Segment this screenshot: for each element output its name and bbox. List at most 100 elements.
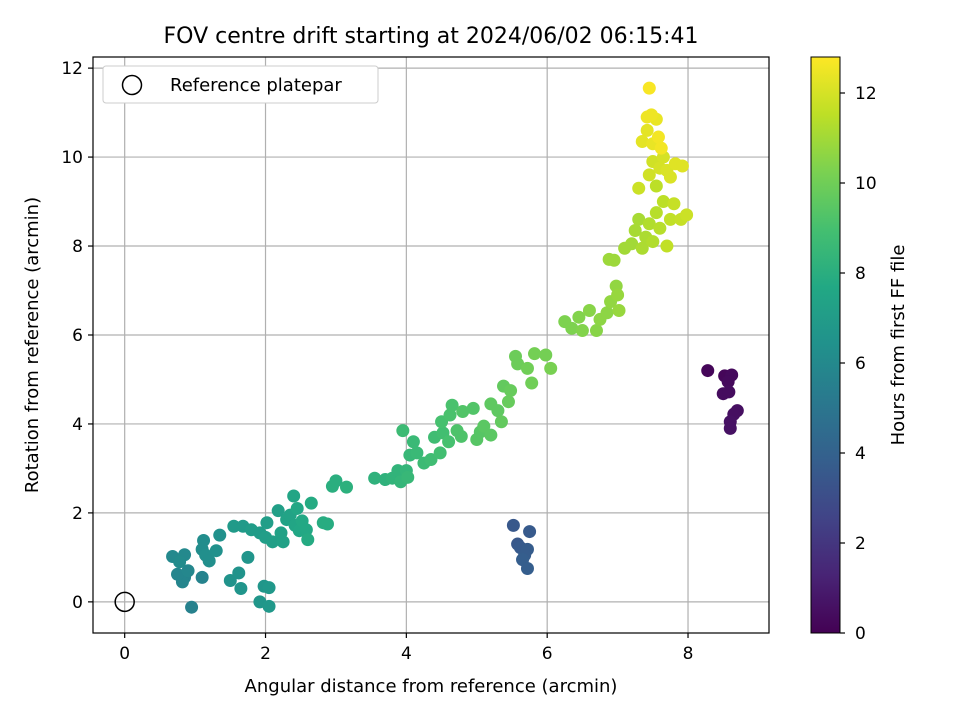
data-point [625,237,639,251]
data-point [456,404,470,418]
data-point [575,324,589,338]
data-point [368,471,382,485]
data-point [600,306,614,320]
data-point [649,179,663,193]
colorbar-tick-label: 0 [855,624,866,644]
y-tick-label: 0 [72,593,83,613]
data-point [511,357,525,371]
x-axis-label: Angular distance from reference (arcmin) [245,676,618,697]
y-tick-label: 2 [72,504,83,524]
data-point [611,288,625,302]
data-point [632,212,646,226]
data-point [653,221,667,235]
data-point [410,446,424,460]
data-point [299,523,313,537]
y-axis-label: Rotation from reference (arcmin) [22,197,43,493]
data-point [656,195,670,209]
data-point [589,324,603,338]
data-point [301,533,315,547]
x-tick-label: 4 [401,644,412,664]
data-point [262,581,276,595]
data-point [185,600,199,614]
data-point [424,453,438,467]
reference-platepar-marker [114,591,135,613]
data-point [635,135,649,149]
data-point [271,504,285,518]
y-tick-label: 6 [72,326,83,346]
x-axis-ticks: 0 2 4 6 8 [119,633,693,664]
data-point [340,480,353,494]
colorbar-ticks: 0 2 4 6 8 10 12 [840,84,877,644]
data-point [525,376,539,390]
data-point [642,217,656,231]
colorbar-tick-label: 6 [855,354,866,374]
data-point [520,562,534,576]
data-point [644,108,658,122]
data-point [173,555,187,569]
data-point [649,206,663,220]
data-point [276,535,290,549]
data-point [213,528,227,542]
chart-title: FOV centre drift starting at 2024/06/02 … [164,24,699,49]
y-tick-label: 4 [72,415,83,435]
colorbar-tick-label: 12 [855,84,877,104]
data-point [290,501,304,515]
legend-entry-reference: Reference platepar [170,75,342,96]
data-point [651,130,665,144]
data-point [260,516,274,530]
data-point [632,181,646,195]
data-point [723,421,737,435]
data-point [675,159,689,173]
colorbar-label: Hours from first FF file [888,245,909,446]
data-point [320,517,334,531]
data-point [433,446,447,460]
data-point [232,566,246,580]
data-point [329,474,343,488]
data-point [484,428,498,442]
data-point [504,384,518,398]
colorbar-tick-label: 8 [855,264,866,284]
data-point [628,223,642,237]
data-point [667,197,681,211]
data-point [640,123,654,137]
x-tick-label: 8 [683,644,694,664]
data-point [494,415,508,429]
data-point [442,435,456,449]
data-point [181,564,195,578]
colorbar-tick-label: 2 [855,534,866,554]
data-point [582,304,596,318]
legend-box [102,65,379,104]
data-point [721,375,735,389]
data-point [477,419,491,433]
data-point [642,81,656,95]
colorbar-gradient [810,56,841,634]
data-point [520,361,534,375]
data-point [396,424,410,438]
data-point [572,310,586,324]
data-point [701,364,715,378]
data-point [454,429,468,443]
data-point [646,235,660,249]
data-point [443,408,457,422]
data-point [266,535,280,549]
data-point [491,404,505,418]
colorbar-tick-label: 4 [855,444,866,464]
y-tick-label: 12 [61,59,83,79]
data-point [607,253,621,267]
scatter-points [166,81,744,614]
data-point [660,239,674,253]
x-tick-label: 2 [260,644,271,664]
data-point [227,519,241,533]
data-point [501,395,515,409]
data-point [654,141,668,155]
data-point [722,385,736,399]
data-point [680,208,694,222]
data-point [234,582,248,596]
data-point [287,489,301,503]
colorbar: 0 2 4 6 8 10 12 Hours from first FF file [810,56,909,644]
x-tick-label: 6 [542,644,553,664]
plot-area-frame [92,56,770,634]
legend: Reference platepar [102,65,379,104]
data-point [663,212,677,226]
